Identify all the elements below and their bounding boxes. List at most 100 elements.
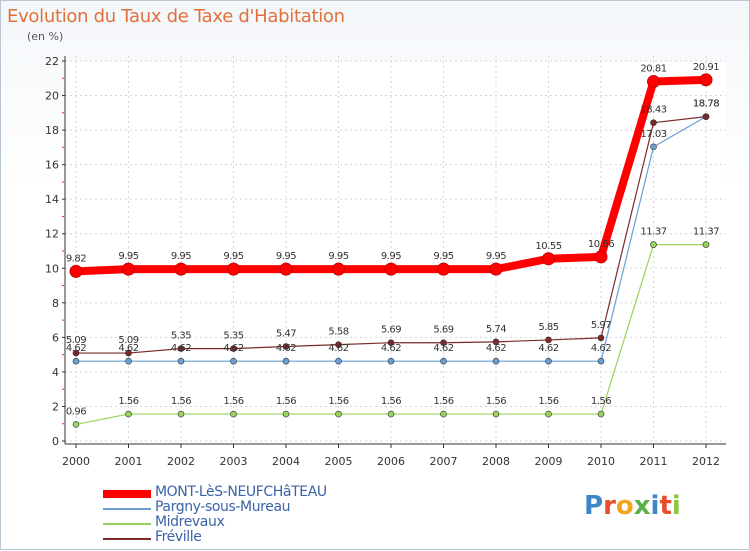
- logo-letter: o: [615, 491, 634, 521]
- data-label: 5.35: [223, 331, 243, 342]
- y-tick-label: 10: [45, 262, 59, 275]
- logo-letter: x: [633, 491, 651, 521]
- data-point: [177, 357, 185, 365]
- data-label: 4.62: [538, 343, 558, 354]
- data-label: 1.56: [381, 396, 401, 407]
- x-tick-label: 2006: [377, 455, 405, 468]
- data-label: 1.56: [591, 396, 611, 407]
- data-point: [282, 343, 290, 350]
- logo-letter: i: [650, 491, 660, 521]
- x-tick-label: 2004: [272, 455, 300, 468]
- x-tick-label: 2007: [430, 455, 458, 468]
- y-tick-label: 18: [45, 124, 59, 137]
- logo-letter: i: [671, 491, 681, 521]
- data-point: [440, 339, 447, 347]
- legend-label: Pargny-sous-Mureau: [155, 499, 291, 515]
- x-tick-label: 2011: [640, 455, 668, 468]
- data-point: [545, 336, 552, 344]
- data-label: 4.62: [118, 343, 138, 354]
- data-point: [597, 334, 605, 342]
- data-label: 1.56: [276, 396, 296, 407]
- y-tick-label: 6: [52, 331, 59, 344]
- data-label: 9.95: [223, 251, 243, 262]
- y-tick-label: 12: [45, 228, 59, 241]
- proxiti-logo: Proxiti: [584, 491, 681, 521]
- data-label: 1.56: [328, 396, 348, 407]
- x-tick-label: 2000: [62, 455, 90, 468]
- y-tick-label: 16: [45, 159, 59, 172]
- y-tick-label: 14: [45, 193, 59, 206]
- data-point: [440, 410, 447, 418]
- data-label: 1.56: [538, 396, 558, 407]
- x-tick-label: 2003: [220, 455, 248, 468]
- data-point: [545, 410, 552, 418]
- data-label: 18.78: [693, 99, 719, 110]
- x-tick-label: 2002: [167, 455, 195, 468]
- data-label: 18.78: [693, 99, 719, 110]
- logo-letter: t: [659, 491, 672, 521]
- data-point: [335, 341, 342, 348]
- data-label: 4.62: [223, 343, 243, 354]
- data-label: 10.55: [535, 241, 561, 252]
- data-label: 9.95: [328, 251, 348, 262]
- data-point: [542, 252, 555, 266]
- data-point: [699, 73, 713, 87]
- data-label: 9.95: [433, 251, 453, 262]
- data-point: [125, 349, 132, 357]
- plot-area: [65, 61, 726, 441]
- data-label: 1.56: [486, 396, 506, 407]
- data-point: [69, 264, 83, 278]
- data-point: [492, 357, 500, 365]
- data-label: 11.37: [693, 227, 719, 238]
- data-label: 5.09: [66, 335, 86, 346]
- data-point: [489, 262, 503, 276]
- data-point: [387, 410, 395, 418]
- data-label: 17.03: [640, 129, 666, 140]
- data-label: 5.97: [591, 320, 611, 331]
- data-point: [437, 262, 450, 276]
- data-label: 4.62: [66, 343, 86, 354]
- data-label: 4.62: [171, 343, 191, 354]
- data-label: 1.56: [171, 396, 191, 407]
- data-point: [332, 262, 345, 276]
- legend-swatch: [103, 523, 151, 525]
- data-label: 11.37: [640, 227, 666, 238]
- data-point: [492, 338, 500, 346]
- data-label: 9.95: [118, 251, 138, 262]
- data-label: 4.62: [381, 343, 401, 354]
- data-point: [647, 75, 660, 89]
- data-label: 5.35: [171, 331, 191, 342]
- data-label: 4.62: [276, 343, 296, 354]
- data-label: 4.62: [328, 343, 348, 354]
- legend-label: Fréville: [155, 529, 202, 545]
- data-label: 5.58: [328, 327, 348, 338]
- data-label: 10.66: [588, 239, 614, 250]
- data-point: [230, 410, 237, 418]
- data-label: 9.82: [66, 253, 86, 264]
- data-point: [125, 357, 132, 365]
- x-tick-label: 2012: [692, 455, 720, 468]
- legend-swatch: [103, 538, 151, 540]
- data-point: [282, 357, 290, 365]
- x-tick-label: 2008: [482, 455, 510, 468]
- data-point: [650, 119, 657, 126]
- data-point: [174, 262, 188, 276]
- y-tick-label: 0: [52, 435, 59, 448]
- data-label: 5.47: [276, 329, 296, 340]
- data-point: [384, 262, 398, 276]
- data-point: [230, 357, 237, 365]
- data-label: 4.62: [486, 343, 506, 354]
- data-label: 5.09: [118, 335, 138, 346]
- data-point: [492, 410, 500, 418]
- data-point: [122, 262, 135, 276]
- chart-title: Evolution du Taux de Taxe d'Habitation: [7, 6, 345, 27]
- legend-label: Midrevaux: [155, 514, 225, 530]
- data-point: [177, 410, 185, 418]
- data-point: [597, 410, 605, 418]
- data-label: 5.69: [381, 325, 401, 336]
- data-point: [545, 357, 552, 365]
- data-label: 4.62: [591, 343, 611, 354]
- data-point: [702, 113, 710, 120]
